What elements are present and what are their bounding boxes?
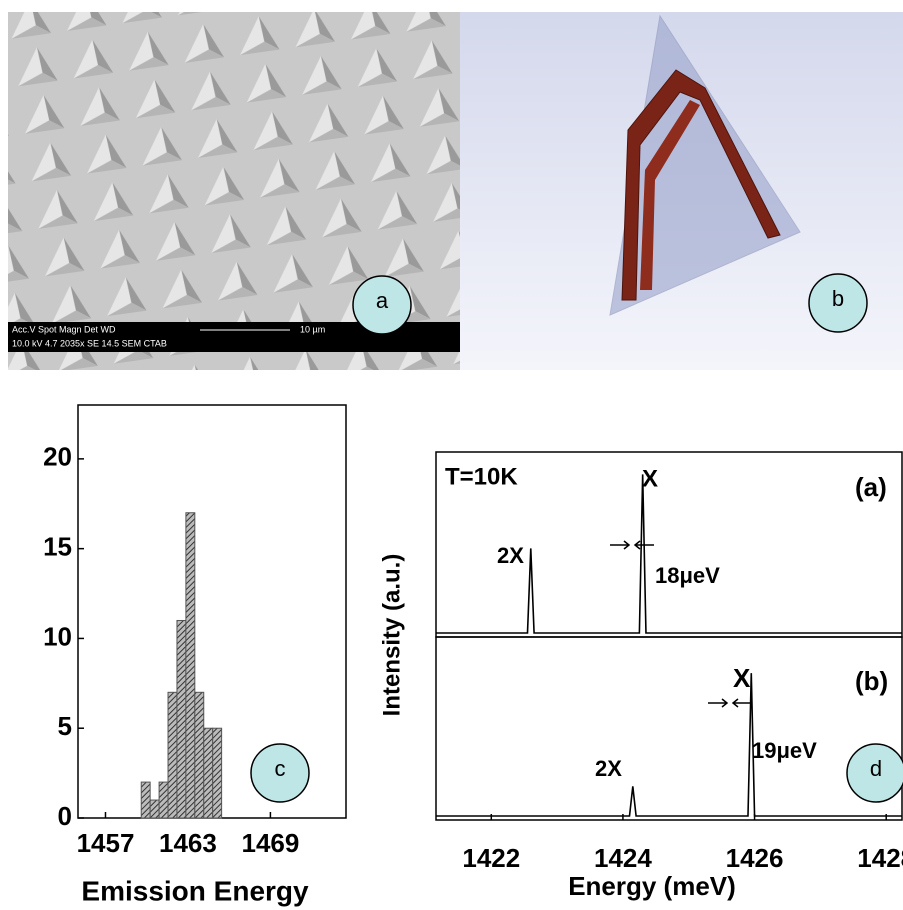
histogram-bar: [150, 800, 159, 818]
figure: Acc.V Spot Magn Det WD 10.0 kV 4.7 2035x…: [0, 0, 903, 910]
x-tick-label: 1426: [726, 843, 784, 873]
pyramid-render: b: [460, 12, 903, 370]
histogram-bar: [177, 620, 186, 818]
annotation: X: [642, 465, 658, 492]
sem-info: Acc.V Spot Magn Det WD: [12, 324, 116, 334]
y-axis-label: Intensity (a.u.): [378, 554, 405, 717]
y-tick-label: 10: [43, 621, 72, 651]
panel-label: b: [832, 286, 844, 311]
annotation: 18μeV: [655, 563, 720, 588]
x-tick-label: 1463: [159, 828, 217, 858]
x-tick-label: 1469: [241, 828, 299, 858]
histogram-bar: [213, 728, 222, 818]
x-axis-label: Emission Energy: [81, 875, 309, 906]
annotation: 2X: [497, 543, 524, 568]
panel-label: c: [275, 756, 286, 781]
sem-info: 10.0 kV 4.7 2035x SE 14.5 SEM CTAB: [12, 338, 167, 348]
annotation: (a): [855, 472, 887, 502]
linewidth-arrows: [610, 541, 654, 549]
spectrum-line: [436, 673, 902, 816]
panel-label: d: [870, 756, 882, 781]
annotation: T=10K: [445, 463, 518, 490]
histogram-bar: [141, 782, 150, 818]
histogram-bar: [186, 513, 195, 818]
panel-label: a: [376, 288, 389, 313]
linewidth-arrows: [708, 699, 752, 707]
sem-image: Acc.V Spot Magn Det WD 10.0 kV 4.7 2035x…: [8, 12, 460, 370]
annotation: (b): [855, 666, 888, 696]
histogram-bar: [159, 782, 168, 818]
x-tick-label: 1424: [594, 843, 652, 873]
annotation: X: [733, 663, 751, 693]
histogram-bar: [195, 692, 204, 818]
y-tick-label: 0: [58, 801, 72, 831]
plot-frame: [436, 637, 902, 820]
x-tick-label: 1428: [857, 843, 903, 873]
x-axis-label: Energy (meV): [568, 871, 736, 901]
scale-bar-label: 10 µm: [300, 324, 325, 334]
y-tick-label: 5: [58, 711, 72, 741]
y-tick-label: 15: [43, 532, 72, 562]
x-tick-label: 1457: [77, 828, 135, 858]
histogram-bar: [204, 728, 213, 818]
histogram-bar: [168, 692, 177, 818]
x-tick-label: 1422: [462, 843, 520, 873]
annotation: 2X: [595, 756, 622, 781]
annotation: 19μeV: [752, 738, 817, 763]
y-tick-label: 20: [43, 442, 72, 472]
